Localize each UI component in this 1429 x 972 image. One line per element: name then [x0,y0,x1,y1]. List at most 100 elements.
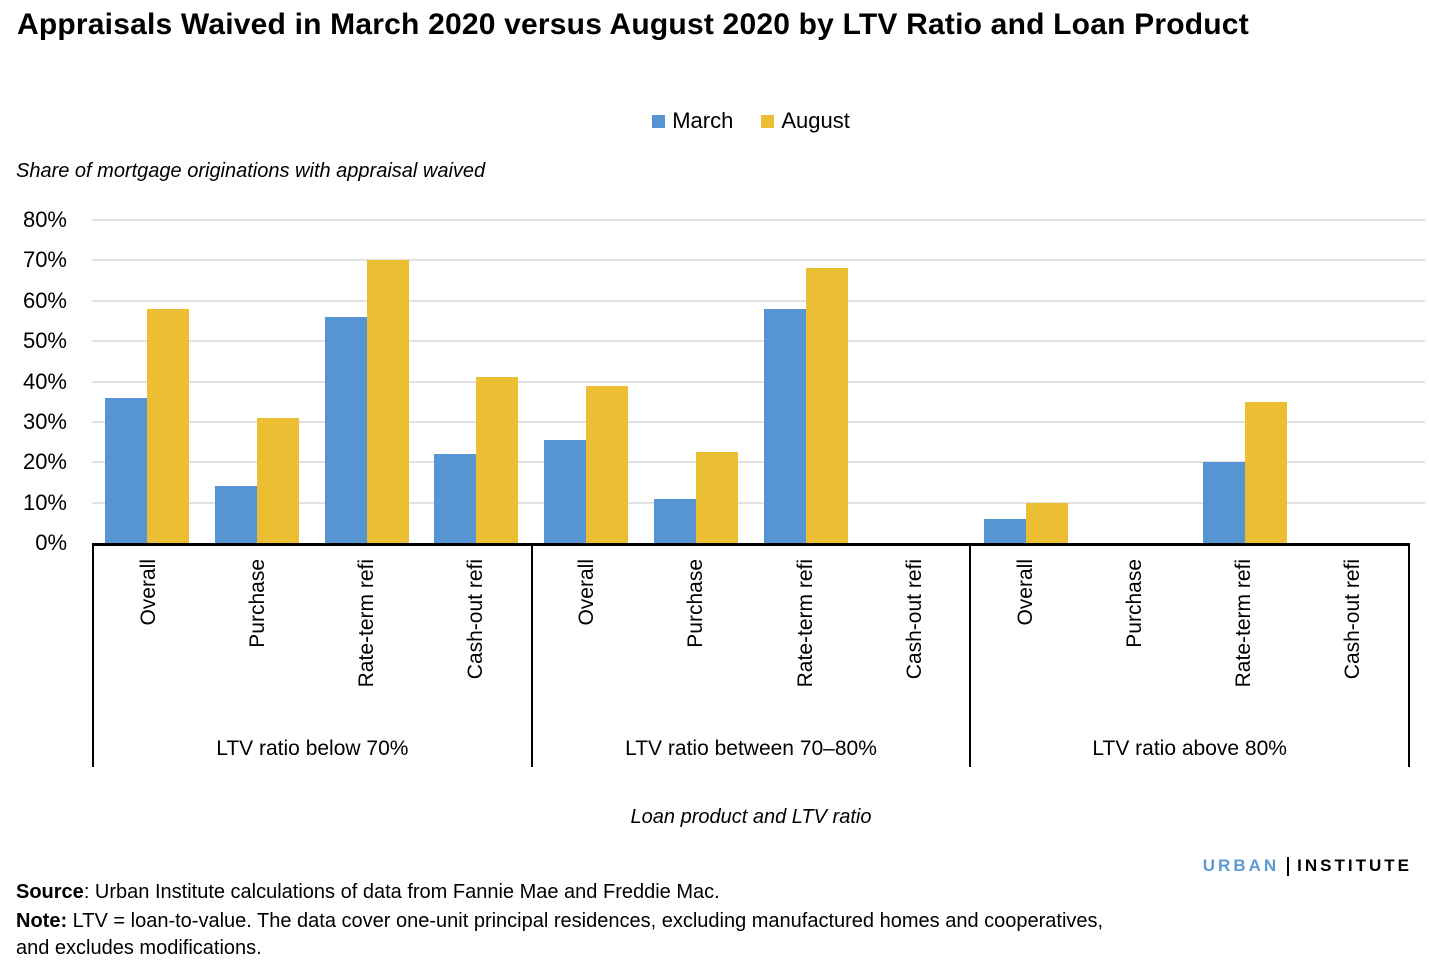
bar-slot-ltv-ratio-above-80-rate-term-refi [1190,220,1300,543]
bar-slot-ltv-ratio-below-70-overall [92,220,202,543]
bar-slot-ltv-ratio-above-80-purchase [1080,220,1190,543]
bar-march-ltv-ratio-below-70-cash-out-refi [434,454,477,543]
category-slot-cash-out-refi: Cash-out refi [860,546,969,718]
category-label-row: Overall Purchase Rate-term refi Cash-out re… [94,546,531,718]
category-label-cash-out-refi: Cash-out refi [1341,559,1365,680]
bar-august-ltv-ratio-below-70-purchase [256,417,299,543]
legend-march-label: March [672,108,734,133]
category-label-purchase: Purchase [684,559,708,648]
category-axis: Overall Purchase Rate-term refi Cash-out re… [92,543,1411,767]
y-tick-30: 30% [22,408,67,434]
bar-august-ltv-ratio-below-70-rate-term-refi [366,260,409,543]
logo-urban-text: URBAN [1202,856,1280,875]
gridline-70 [92,259,1425,262]
bar-slot-ltv-ratio-above-80-cash-out-refi [1300,220,1410,543]
group-label-ltv-ratio-between-70-80: LTV ratio between 70–80% [625,737,877,760]
plot-area [92,219,1425,543]
y-tick-60: 60% [22,287,67,313]
bar-slot-ltv-ratio-above-80-overall [971,220,1081,543]
gridline-30 [92,420,1425,423]
category-label-purchase: Purchase [245,559,269,648]
logo-divider [1287,856,1290,876]
bar-august-ltv-ratio-between-70-80-rate-term-refi [805,268,848,543]
category-slot-rate-term-refi: Rate-term refi [751,546,860,718]
gridline-60 [92,299,1425,302]
bar-slot-ltv-ratio-between-70-80-overall [531,220,641,543]
category-label-overall: Overall [1013,559,1037,626]
category-slot-purchase: Purchase [1081,546,1190,718]
bar-august-ltv-ratio-between-70-80-overall [586,385,629,543]
legend-march-swatch [652,114,666,128]
source-body: : Urban Institute calculations of data f… [83,881,720,903]
gridline-10 [92,501,1425,504]
group-label-ltv-ratio-below-70: LTV ratio below 70% [216,737,409,760]
category-label-rate-term-refi: Rate-term refi [793,559,817,688]
bar-slot-ltv-ratio-below-70-cash-out-refi [421,220,531,543]
category-group-ltv-ratio-above-80: Overall Purchase Rate-term refi Cash-out re… [969,546,1411,767]
gridline-20 [92,461,1425,464]
bar-august-ltv-ratio-above-80-rate-term-refi [1245,401,1288,543]
x-axis-title: Loan product and LTV ratio [630,806,872,828]
group-label-ltv-ratio-above-80: LTV ratio above 80% [1092,737,1287,760]
legend-august-label: August [781,108,850,133]
legend-item-march: March [652,108,733,134]
category-label-overall: Overall [575,559,599,626]
category-label-cash-out-refi: Cash-out refi [902,559,926,680]
bar-slot-ltv-ratio-between-70-80-cash-out-refi [861,220,971,543]
gridline-80 [92,219,1425,221]
category-slot-rate-term-refi: Rate-term refi [1190,546,1299,718]
category-label-rate-term-refi: Rate-term refi [1232,559,1256,688]
bar-march-ltv-ratio-below-70-purchase [214,486,257,543]
bar-august-ltv-ratio-below-70-overall [146,308,189,543]
y-tick-70: 70% [22,247,67,273]
category-slot-overall: Overall [533,546,642,718]
bar-slot-ltv-ratio-below-70-rate-term-refi [312,220,422,543]
y-tick-40: 40% [22,368,67,394]
category-label-cash-out-refi: Cash-out refi [464,559,488,680]
urban-institute-logo: URBAN INSTITUTE [1203,856,1412,876]
y-tick-0: 0% [35,530,67,555]
bar-group-ltv-ratio-below-70 [92,220,531,543]
y-tick-80: 80% [22,207,67,232]
source-text: Source: Urban Institute calculations of … [16,881,720,904]
category-label-row: Overall Purchase Rate-term refi Cash-out re… [533,546,970,718]
bar-march-ltv-ratio-above-80-rate-term-refi [1203,462,1246,543]
note-label: Note: [16,910,68,932]
bar-group-ltv-ratio-above-80 [971,220,1410,543]
category-label-rate-term-refi: Rate-term refi [354,559,378,688]
bar-slot-ltv-ratio-between-70-80-rate-term-refi [751,220,861,543]
category-label-purchase: Purchase [1123,559,1147,648]
category-group-ltv-ratio-between-70-80: Overall Purchase Rate-term refi Cash-out re… [530,546,970,767]
note-body: LTV = loan-to-value. The data cover one-… [16,910,1104,959]
category-label-row: Overall Purchase Rate-term refi Cash-out re… [971,546,1408,718]
y-axis-label: Share of mortgage originations with appr… [16,160,486,182]
y-tick-10: 10% [22,489,67,515]
note-text: Note: LTV = loan-to-value. The data cove… [16,908,1121,962]
bar-march-ltv-ratio-below-70-rate-term-refi [324,316,367,543]
category-label-overall: Overall [136,559,160,626]
gridline-40 [92,380,1425,383]
category-slot-overall: Overall [94,546,203,718]
category-slot-rate-term-refi: Rate-term refi [312,546,421,718]
category-slot-cash-out-refi: Cash-out refi [1299,546,1408,718]
y-tick-20: 20% [22,449,67,475]
bar-march-ltv-ratio-between-70-80-overall [544,440,587,543]
y-tick-labels: 0% 10% 20% 30% 40% 50% 60% 70% 80% [0,207,67,555]
category-slot-overall: Overall [971,546,1080,718]
category-group-ltv-ratio-below-70: Overall Purchase Rate-term refi Cash-out re… [92,546,531,767]
source-label: Source [16,881,84,903]
legend-item-august: August [761,108,850,134]
bar-group-ltv-ratio-between-70-80 [531,220,970,543]
category-slot-purchase: Purchase [642,546,751,718]
y-tick-50: 50% [22,328,67,354]
bar-august-ltv-ratio-above-80-overall [1025,502,1068,543]
bar-march-ltv-ratio-between-70-80-purchase [654,498,697,543]
gridline-50 [92,340,1425,343]
category-slot-cash-out-refi: Cash-out refi [422,546,531,718]
bar-august-ltv-ratio-below-70-cash-out-refi [476,377,519,543]
bar-slot-ltv-ratio-between-70-80-purchase [641,220,751,543]
category-slot-purchase: Purchase [203,546,312,718]
bar-august-ltv-ratio-between-70-80-purchase [696,452,739,543]
legend: March August [92,108,1410,134]
bar-march-ltv-ratio-above-80-overall [983,518,1026,543]
